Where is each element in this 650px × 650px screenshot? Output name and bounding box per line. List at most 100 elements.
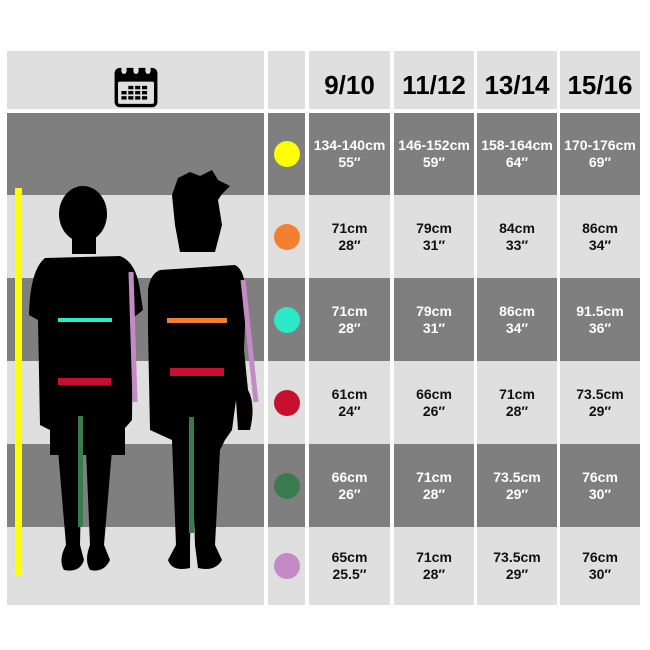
- measurement-cell: 76cm 30″: [560, 444, 640, 527]
- measurement-cell: 66cm 26″: [309, 444, 390, 527]
- color-key-cell: [268, 444, 305, 527]
- measurement-cell: 170-176cm 69″: [560, 113, 640, 195]
- measurement-cell: 86cm 34″: [560, 195, 640, 278]
- boy-sleeve-line: [128, 271, 138, 403]
- measurement-cell: 66cm 26″: [394, 361, 474, 444]
- imperial-value: 24″: [338, 402, 361, 419]
- metric-value: 158-164cm: [481, 137, 553, 153]
- color-key-dot: [274, 553, 300, 579]
- metric-value: 71cm: [331, 219, 368, 236]
- color-key-cell: [268, 113, 305, 195]
- metric-value: 79cm: [416, 219, 452, 236]
- figure-panel-stripe: [7, 113, 264, 195]
- imperial-value: 26″: [422, 402, 446, 419]
- imperial-value: 25.5″: [332, 566, 367, 582]
- metric-value: 71cm: [331, 302, 368, 319]
- measurement-cell: 71cm 28″: [477, 361, 557, 444]
- color-key-dot: [274, 306, 300, 333]
- imperial-value: 28″: [338, 236, 361, 253]
- metric-value: 73.5cm: [493, 468, 541, 485]
- color-key-cell: [268, 278, 305, 361]
- imperial-value: 33″: [505, 236, 529, 253]
- measurement-cell: 91.5cm 36″: [560, 278, 640, 361]
- metric-value: 76cm: [582, 468, 618, 485]
- color-key-dot: [274, 389, 300, 416]
- metric-value: 79cm: [416, 302, 452, 319]
- size-header: 9/10: [309, 51, 390, 109]
- metric-value: 91.5cm: [576, 302, 624, 319]
- measurement-cell: 73.5cm 29″: [477, 527, 557, 605]
- header-icon-cell: [7, 51, 264, 109]
- boy-waist-line: [58, 378, 111, 385]
- measurement-cell: 65cm 25.5″: [309, 527, 390, 605]
- header-blank-cell: [268, 51, 305, 109]
- height-line: [15, 188, 22, 575]
- metric-value: 66cm: [331, 468, 368, 485]
- figure-panel-stripe: [7, 444, 264, 527]
- measurement-cell: 86cm 34″: [477, 278, 557, 361]
- measurement-cell: 134-140cm 55″: [309, 113, 390, 195]
- calendar-icon: [114, 61, 157, 108]
- imperial-value: 36″: [588, 319, 612, 336]
- size-header: 15/16: [560, 51, 640, 109]
- color-key-cell: [268, 195, 305, 278]
- metric-value: 134-140cm: [313, 137, 386, 153]
- measurement-cell: 146-152cm 59″: [394, 113, 474, 195]
- metric-value: 146-152cm: [398, 137, 470, 153]
- metric-value: 84cm: [499, 219, 535, 236]
- imperial-value: 59″: [422, 154, 446, 170]
- metric-value: 73.5cm: [493, 549, 541, 565]
- imperial-value: 29″: [505, 566, 529, 582]
- measurement-cell: 73.5cm 29″: [477, 444, 557, 527]
- metric-value: 86cm: [499, 302, 535, 319]
- imperial-value: 69″: [588, 154, 612, 170]
- color-key-cell: [268, 361, 305, 444]
- metric-value: 73.5cm: [576, 385, 624, 402]
- measurement-cell: 79cm 31″: [394, 278, 474, 361]
- metric-value: 71cm: [416, 549, 452, 565]
- imperial-value: 30″: [588, 485, 612, 502]
- measurement-cell: 84cm 33″: [477, 195, 557, 278]
- color-key-dot: [274, 141, 300, 167]
- metric-value: 76cm: [582, 549, 618, 565]
- girl-chest-line: [167, 318, 227, 323]
- imperial-value: 28″: [422, 485, 446, 502]
- imperial-value: 31″: [422, 236, 446, 253]
- measurement-cell: 61cm 24″: [309, 361, 390, 444]
- imperial-value: 29″: [505, 485, 529, 502]
- size-header: 11/12: [394, 51, 474, 109]
- metric-value: 65cm: [331, 549, 368, 565]
- measurement-cell: 158-164cm 64″: [477, 113, 557, 195]
- measurement-cell: 71cm 28″: [394, 444, 474, 527]
- girl-inseam-line: [189, 417, 194, 533]
- measurement-cell: 73.5cm 29″: [560, 361, 640, 444]
- figure-panel-stripe: [7, 527, 264, 605]
- imperial-value: 34″: [505, 319, 529, 336]
- color-key-cell: [268, 527, 305, 605]
- measurement-cell: 71cm 28″: [309, 195, 390, 278]
- metric-value: 71cm: [499, 385, 535, 402]
- metric-value: 66cm: [416, 385, 452, 402]
- measurement-cell: 71cm 28″: [394, 527, 474, 605]
- metric-value: 71cm: [416, 468, 452, 485]
- imperial-value: 26″: [338, 485, 361, 502]
- size-header: 13/14: [477, 51, 557, 109]
- boy-chest-line: [58, 318, 112, 322]
- boy-inseam-line: [78, 416, 83, 527]
- imperial-value: 34″: [588, 236, 612, 253]
- imperial-value: 28″: [422, 566, 446, 582]
- metric-value: 61cm: [331, 385, 368, 402]
- metric-value: 86cm: [582, 219, 618, 236]
- imperial-value: 31″: [422, 319, 446, 336]
- imperial-value: 28″: [505, 402, 529, 419]
- girl-sleeve-line: [240, 279, 259, 403]
- measurement-cell: 71cm 28″: [309, 278, 390, 361]
- measurement-cell: 79cm 31″: [394, 195, 474, 278]
- measurement-cell: 76cm 30″: [560, 527, 640, 605]
- metric-value: 170-176cm: [564, 137, 636, 153]
- imperial-value: 64″: [505, 154, 529, 170]
- imperial-value: 55″: [338, 154, 361, 170]
- girl-waist-line: [170, 368, 224, 376]
- children-silhouettes: [15, 170, 259, 575]
- imperial-value: 30″: [588, 566, 612, 582]
